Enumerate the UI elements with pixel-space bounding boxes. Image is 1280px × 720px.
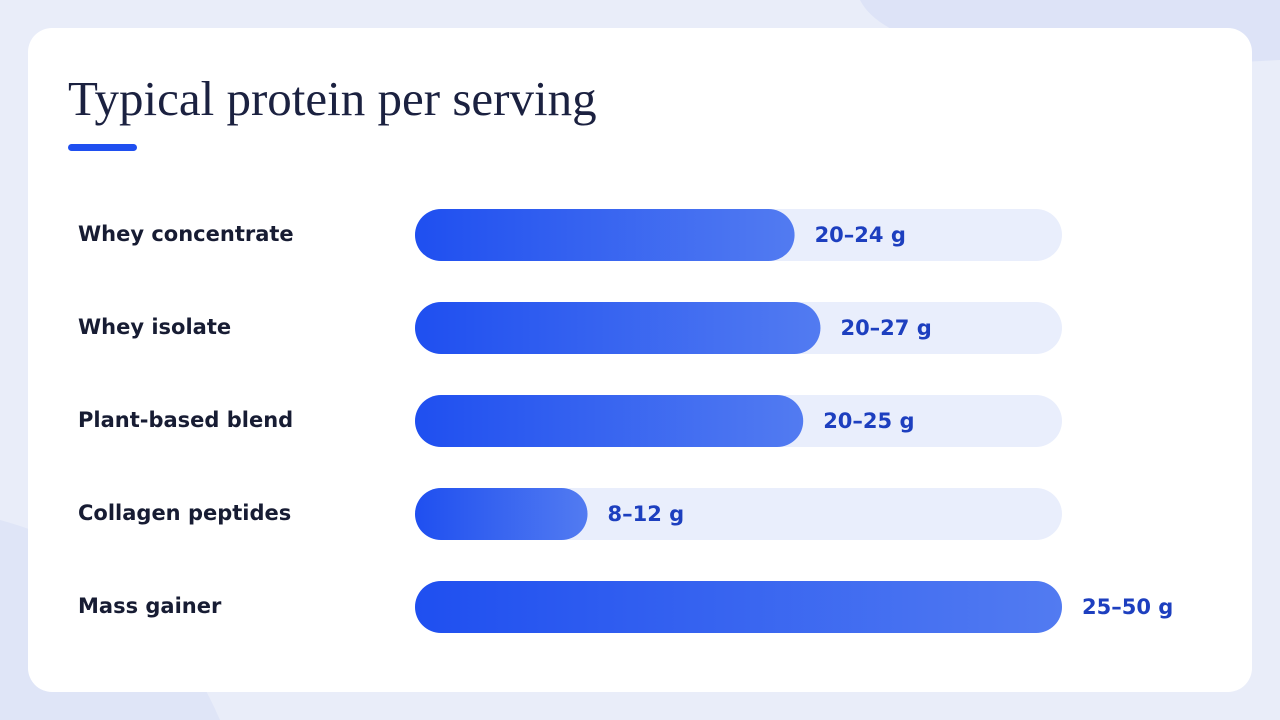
bar	[415, 581, 1062, 633]
value-label: 20–25 g	[823, 409, 914, 433]
value-label: 25–50 g	[1082, 595, 1173, 619]
category-label: Mass gainer	[78, 594, 222, 618]
value-label: 20–24 g	[815, 223, 906, 247]
category-label: Collagen peptides	[78, 501, 291, 525]
bar	[415, 302, 821, 354]
bar	[415, 395, 804, 447]
category-label: Whey concentrate	[78, 222, 294, 246]
category-label: Plant-based blend	[78, 408, 293, 432]
value-label: 20–27 g	[840, 316, 931, 340]
value-label: 8–12 g	[608, 502, 685, 526]
chart-title: Typical protein per serving	[68, 71, 597, 126]
plot-area: Whey concentrate 20–24 g Whey isolate 20–27…	[78, 209, 1173, 633]
category-label: Whey isolate	[78, 315, 231, 339]
title-underline	[68, 144, 137, 151]
bar	[415, 209, 795, 261]
bar	[415, 488, 588, 540]
